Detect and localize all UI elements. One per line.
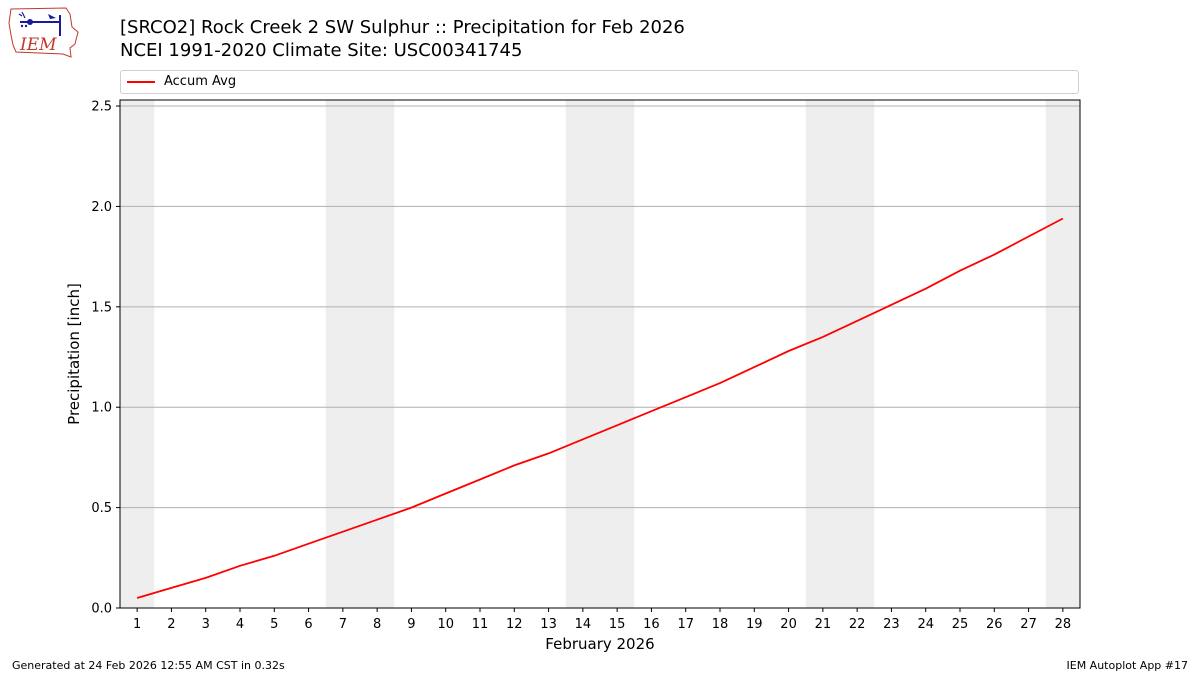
x-tick-label: 15 <box>609 617 626 632</box>
y-tick-label: 0.5 <box>91 501 112 516</box>
x-tick-label: 10 <box>437 617 454 632</box>
weekend-band <box>325 100 395 608</box>
x-tick-label: 7 <box>339 617 347 632</box>
y-tick-label: 1.5 <box>91 300 112 315</box>
weekend-band <box>120 100 155 608</box>
x-tick-label: 14 <box>575 617 592 632</box>
x-tick-label: 1 <box>133 617 141 632</box>
footer-generated-text: Generated at 24 Feb 2026 12:55 AM CST in… <box>12 659 285 672</box>
x-tick-label: 5 <box>270 617 278 632</box>
legend: Accum Avg <box>120 70 1079 94</box>
x-tick-label: 18 <box>712 617 729 632</box>
x-axis-label: February 2026 <box>545 635 654 653</box>
x-tick-label: 20 <box>780 617 797 632</box>
x-tick-label: 17 <box>677 617 694 632</box>
x-tick-label: 25 <box>952 617 969 632</box>
weekend-band <box>1045 100 1080 608</box>
x-tick-label: 26 <box>986 617 1003 632</box>
series-line <box>136 217 1064 599</box>
x-tick-label: 16 <box>643 617 660 632</box>
x-tick-label: 2 <box>167 617 175 632</box>
y-tick-label: 1.0 <box>91 401 112 416</box>
x-tick-label: 27 <box>1020 617 1037 632</box>
x-tick-label: 24 <box>917 617 934 632</box>
iem-logo: IEM <box>8 7 79 58</box>
x-tick-label: 9 <box>407 617 415 632</box>
x-tick-label: 22 <box>849 617 866 632</box>
x-tick-label: 4 <box>236 617 244 632</box>
x-tick-label: 6 <box>304 617 312 632</box>
y-axis-label: Precipitation [inch] <box>65 283 83 425</box>
logo-text: IEM <box>19 35 57 55</box>
y-tick-label: 0.0 <box>91 602 112 617</box>
x-tick-label: 28 <box>1055 617 1072 632</box>
legend-label: Accum Avg <box>164 74 237 89</box>
weekend-band <box>805 100 875 608</box>
x-tick-label: 8 <box>373 617 381 632</box>
x-tick-label: 11 <box>472 617 489 632</box>
y-tick-label: 2.0 <box>91 200 112 215</box>
chart-subtitle: NCEI 1991-2020 Climate Site: USC00341745 <box>120 40 523 61</box>
chart-title: [SRCO2] Rock Creek 2 SW Sulphur :: Preci… <box>120 17 685 38</box>
x-tick-label: 13 <box>540 617 557 632</box>
weekend-band <box>565 100 635 608</box>
x-tick-label: 3 <box>202 617 210 632</box>
x-tick-label: 19 <box>746 617 763 632</box>
x-tick-label: 21 <box>815 617 832 632</box>
x-tick-label: 12 <box>506 617 523 632</box>
footer-app-id: IEM Autoplot App #17 <box>1066 659 1189 672</box>
y-tick-label: 2.5 <box>91 100 112 115</box>
x-tick-label: 23 <box>883 617 900 632</box>
plot-frame <box>119 99 1081 609</box>
legend-swatch <box>127 81 155 83</box>
